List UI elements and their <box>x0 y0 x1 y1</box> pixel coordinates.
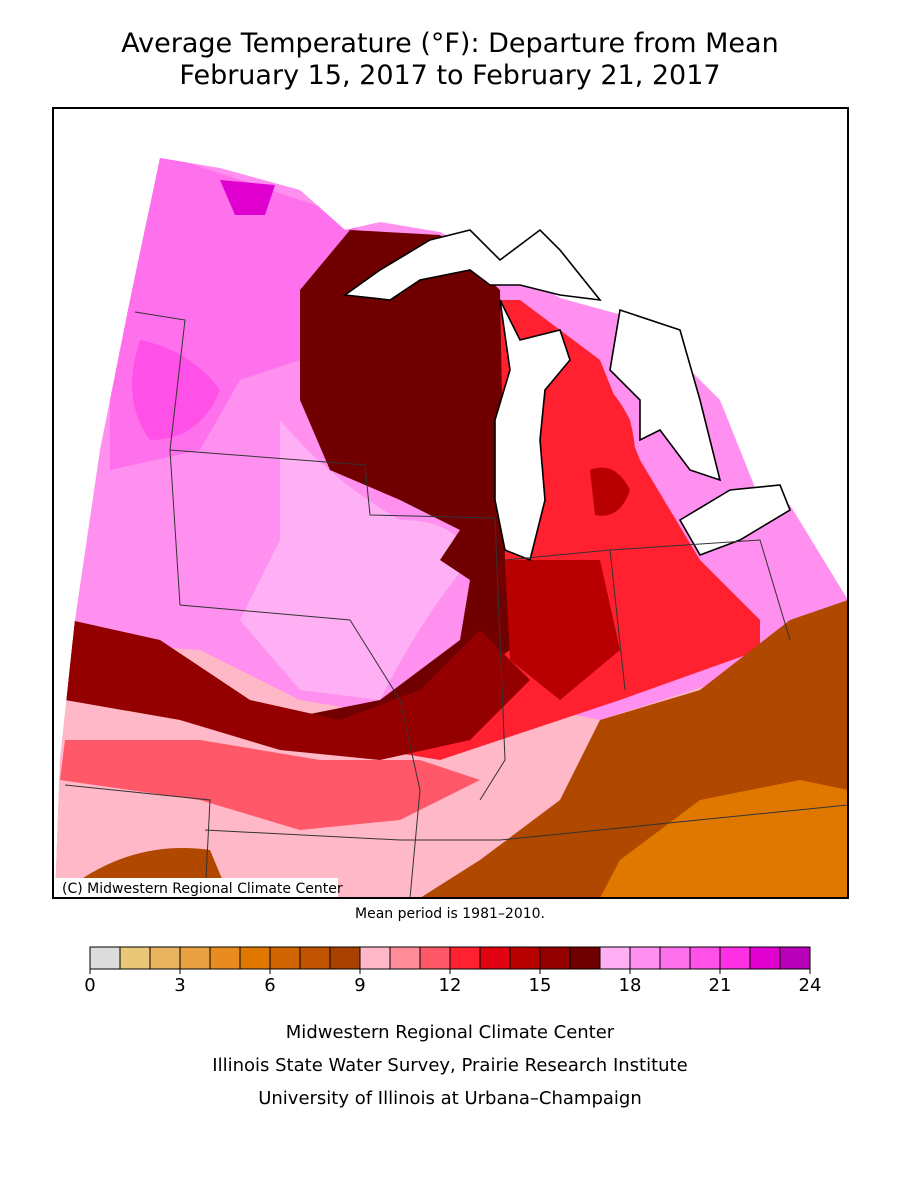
credit-line: Illinois State Water Survey, Prairie Res… <box>212 1055 687 1076</box>
colorbar: 0 3 6 9 12 15 18 21 24 <box>84 946 822 996</box>
colorbar-swatch <box>359 946 391 970</box>
copyright-box <box>54 878 338 897</box>
colorbar-swatch <box>569 946 601 970</box>
colorbar-swatch <box>89 946 121 970</box>
colorbar-tick-label: 9 <box>354 975 365 996</box>
colorbar-swatch <box>329 946 361 970</box>
credit-line: Midwestern Regional Climate Center <box>286 1022 615 1043</box>
lake-huron <box>609 308 722 482</box>
colorbar-swatch <box>659 946 691 970</box>
colorbar-tick-label: 21 <box>709 975 732 996</box>
map: (C) Midwestern Regional Climate Center <box>52 107 849 899</box>
colorbar-swatch <box>269 946 301 970</box>
credit-line: University of Illinois at Urbana–Champai… <box>258 1088 642 1109</box>
lake-michigan <box>494 299 571 562</box>
state-lines <box>64 311 849 899</box>
colorbar-tick-label: 3 <box>174 975 185 996</box>
title-line: February 15, 2017 to February 21, 2017 <box>179 60 720 91</box>
colorbar-swatch <box>749 946 781 970</box>
copyright: (C) Midwestern Regional Climate Center <box>62 881 343 897</box>
map-frame <box>52 107 849 899</box>
colorbar-swatch <box>299 946 331 970</box>
colorbar-swatch <box>629 946 661 970</box>
lake-superior <box>342 228 602 302</box>
colorbar-swatch <box>539 946 571 970</box>
colorbar-swatch <box>149 946 181 970</box>
colorbar-swatch <box>449 946 481 970</box>
colorbar-tick-label: 6 <box>264 975 275 996</box>
colorbar-swatch <box>599 946 631 970</box>
colorbar-swatch <box>509 946 541 970</box>
title-line: Average Temperature (°F): Departure from… <box>121 28 778 59</box>
colorbar-swatch <box>239 946 271 970</box>
colorbar-swatch <box>689 946 721 970</box>
colorbar-swatch <box>419 946 451 970</box>
colorbar-tick-label: 12 <box>439 975 462 996</box>
colorbar-tick-label: 15 <box>529 975 552 996</box>
colorbar-tick-label: 0 <box>84 975 95 996</box>
colorbar-tick-label: 18 <box>619 975 642 996</box>
colorbar-swatch <box>719 946 751 970</box>
colorbar-swatch <box>779 946 811 970</box>
colorbar-swatch <box>119 946 151 970</box>
colorbar-tick-label: 24 <box>799 975 822 996</box>
colorbar-swatch <box>389 946 421 970</box>
colorbar-swatch <box>209 946 241 970</box>
mean-period: Mean period is 1981–2010. <box>355 906 545 922</box>
lake-erie <box>678 484 791 556</box>
colorbar-swatch <box>479 946 511 970</box>
colorbar-swatch <box>179 946 211 970</box>
